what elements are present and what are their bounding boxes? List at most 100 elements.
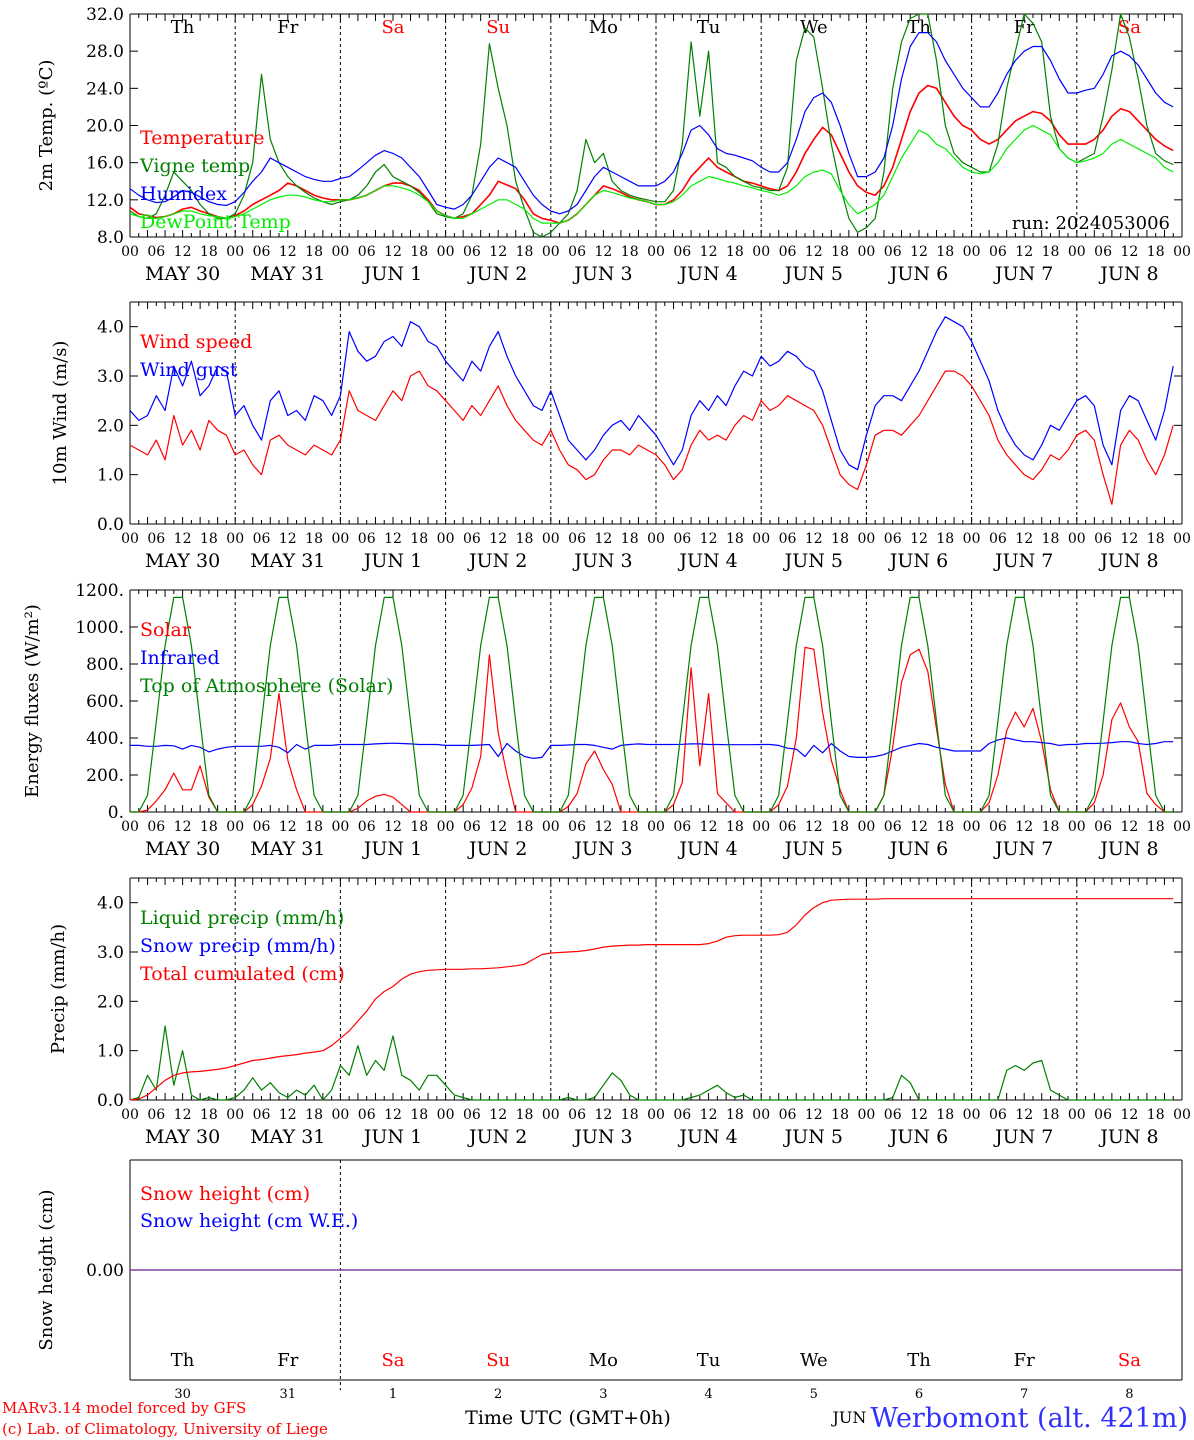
hour-tick-label: 12 — [1015, 531, 1033, 547]
hour-tick-label: 06 — [463, 531, 481, 547]
hour-tick-label: 12 — [594, 531, 612, 547]
hour-tick-label: 12 — [279, 244, 297, 260]
day-number: 1 — [389, 1387, 397, 1402]
station-label: Werbomont (alt. 421m) — [870, 1403, 1188, 1434]
y-tick-label: 4.0 — [97, 318, 124, 338]
hour-tick-label: 18 — [621, 244, 639, 260]
date-label: JUN 5 — [783, 838, 843, 860]
hour-tick-label: 06 — [1094, 1107, 1112, 1123]
hour-tick-label: 00 — [226, 244, 244, 260]
hour-tick-label: 00 — [1068, 819, 1086, 835]
hour-tick-label: 06 — [568, 819, 586, 835]
hour-tick-label: 00 — [331, 531, 349, 547]
hour-tick-label: 18 — [1042, 531, 1060, 547]
date-label: JUN 3 — [572, 838, 632, 860]
panel-2: 0.0 1.0 2.0 3.0 4.0 10m Wind (m/s) Wind speed W… — [50, 301, 1191, 572]
hour-tick-label: 00 — [1068, 1107, 1086, 1123]
hour-tick-label: 00 — [331, 819, 349, 835]
hour-tick-label: 00 — [542, 819, 560, 835]
series-line — [130, 646, 1174, 813]
credit-line-1: MARv3.14 model forced by GFS — [2, 1399, 246, 1417]
date-label: JUN 1 — [362, 263, 422, 285]
date-label: MAY 30 — [145, 263, 220, 285]
hour-tick-label: 18 — [726, 819, 744, 835]
hour-tick-label: 06 — [568, 1107, 586, 1123]
hour-tick-label: 00 — [752, 1107, 770, 1123]
hour-tick-label: 18 — [200, 244, 218, 260]
hour-tick-label: 06 — [779, 244, 797, 260]
hour-tick-label: 06 — [673, 819, 691, 835]
date-label: JUN 1 — [362, 1126, 422, 1148]
y-tick-label: 8.0 — [97, 228, 124, 248]
y-axis-label: 2m Temp. (ºC) — [36, 60, 57, 192]
hour-tick-label: 18 — [305, 531, 323, 547]
legend-entry: Infrared — [140, 647, 220, 669]
hour-tick-label: 00 — [752, 244, 770, 260]
hour-tick-label: 12 — [700, 1107, 718, 1123]
date-label: JUN 4 — [677, 838, 737, 860]
date-label: JUN 6 — [888, 1126, 948, 1148]
day-number: 8 — [1125, 1387, 1133, 1402]
date-label: JUN 6 — [888, 550, 948, 572]
hour-tick-label: 06 — [568, 531, 586, 547]
hour-tick-label: 18 — [1147, 1107, 1165, 1123]
hour-tick-label: 00 — [857, 819, 875, 835]
hour-tick-label: 12 — [594, 1107, 612, 1123]
date-label: JUN 7 — [993, 263, 1053, 285]
y-tick-label: 4.0 — [97, 894, 124, 914]
hour-tick-label: 06 — [568, 244, 586, 260]
hour-tick-label: 18 — [305, 819, 323, 835]
hour-tick-label: 12 — [1015, 244, 1033, 260]
hour-tick-label: 12 — [805, 531, 823, 547]
hour-tick-label: 12 — [279, 531, 297, 547]
date-label: MAY 31 — [250, 550, 325, 572]
hour-tick-label: 18 — [831, 244, 849, 260]
day-number: 3 — [599, 1387, 607, 1402]
y-tick-label: 0.0 — [97, 515, 124, 535]
legend-entry: Snow height (cm) — [140, 1183, 310, 1205]
hour-tick-label: 00 — [963, 819, 981, 835]
hour-tick-label: 00 — [121, 244, 139, 260]
y-axis-label: Energy fluxes (W/m²) — [22, 604, 43, 798]
hour-tick-label: 06 — [147, 819, 165, 835]
hour-tick-label: 00 — [121, 819, 139, 835]
date-label: JUN 6 — [888, 263, 948, 285]
day-name: Th — [907, 1350, 931, 1371]
hour-tick-label: 00 — [857, 1107, 875, 1123]
hour-tick-label: 00 — [437, 1107, 455, 1123]
day-number: 2 — [494, 1387, 502, 1402]
hour-tick-label: 06 — [779, 1107, 797, 1123]
hour-tick-label: 00 — [437, 819, 455, 835]
date-label: JUN 6 — [888, 838, 948, 860]
date-label: JUN 4 — [677, 1126, 737, 1148]
hour-tick-label: 12 — [700, 244, 718, 260]
legend-entry: Vigne temp — [139, 155, 250, 177]
hour-tick-label: 18 — [936, 1107, 954, 1123]
hour-tick-label: 00 — [121, 531, 139, 547]
hour-tick-label: 00 — [1173, 819, 1191, 835]
hour-tick-label: 06 — [253, 531, 271, 547]
y-tick-label: 24.0 — [86, 79, 124, 99]
hour-tick-label: 12 — [489, 819, 507, 835]
hour-tick-label: 18 — [1147, 244, 1165, 260]
y-tick-label: 600. — [86, 692, 124, 712]
hour-tick-label: 12 — [910, 531, 928, 547]
hour-tick-label: 00 — [647, 1107, 665, 1123]
time-axis-label: Time UTC (GMT+0h) — [465, 1407, 671, 1429]
hour-tick-label: 06 — [989, 1107, 1007, 1123]
y-tick-label: 28.0 — [86, 42, 124, 62]
panel-4: 0.0 1.0 2.0 3.0 4.0 Precip (mm/h) Liquid preci… — [48, 877, 1191, 1148]
hour-tick-label: 18 — [410, 819, 428, 835]
series-line — [129, 370, 1174, 505]
y-tick-label: 200. — [86, 766, 124, 786]
y-tick-label: 16.0 — [86, 154, 124, 174]
hour-tick-label: 06 — [779, 531, 797, 547]
hour-tick-label: 18 — [516, 244, 534, 260]
y-axis-label: 10m Wind (m/s) — [50, 341, 71, 486]
hour-tick-label: 18 — [831, 819, 849, 835]
day-number: 7 — [1020, 1387, 1028, 1402]
hour-tick-label: 06 — [1094, 531, 1112, 547]
hour-tick-label: 18 — [936, 244, 954, 260]
hour-tick-label: 12 — [279, 1107, 297, 1123]
y-tick-label: 2.0 — [97, 992, 124, 1012]
